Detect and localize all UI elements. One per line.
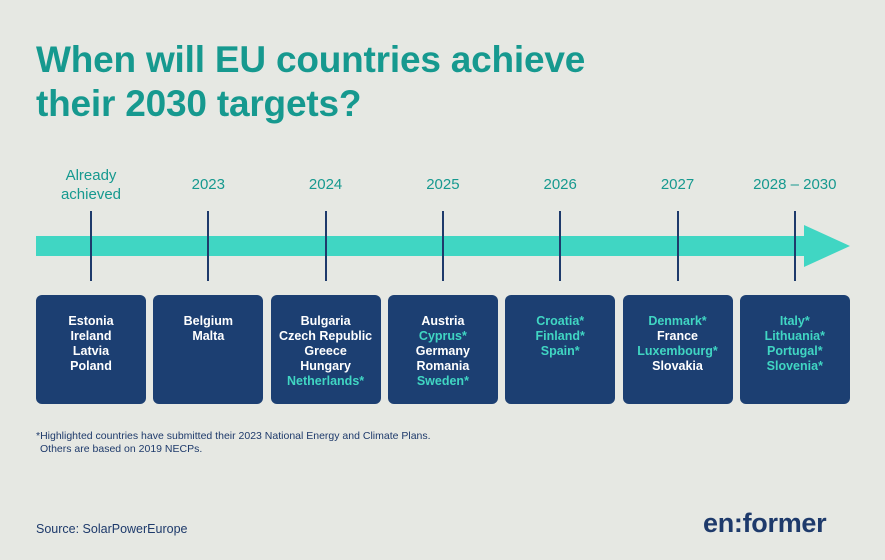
country-name: Denmark* (648, 314, 707, 328)
timeline-label-5: 2027 (660, 176, 695, 193)
timeline-label-0: Already achieved (36, 166, 146, 204)
enformer-logo: en:former (703, 508, 827, 538)
timeline-label-line: achieved (60, 186, 122, 203)
timeline-tick-6 (793, 211, 796, 281)
country-name: Netherlands* (287, 374, 365, 388)
timeline-label-3: 2025 (426, 176, 460, 193)
country-name: Lithuania* (764, 329, 825, 343)
country-name: Luxembourg* (637, 344, 718, 358)
country-name: Slovakia (652, 359, 703, 373)
country-box-1: Belgium Malta (153, 295, 264, 404)
country-name: Bulgaria (300, 314, 351, 328)
country-name: Germany (415, 344, 470, 358)
title-line-2: their 2030 targets? (36, 83, 362, 124)
title-line-1: When will EU countries achieve (36, 39, 586, 80)
country-name: Romania (416, 359, 470, 373)
country-name: France (657, 329, 698, 343)
timeline-tick-5 (676, 211, 679, 281)
country-name: Portugal* (767, 344, 823, 358)
country-name: Poland (70, 359, 112, 373)
source-note: Source: SolarPowerEurope (36, 522, 188, 536)
timeline-tick-1 (207, 211, 210, 281)
country-name: Croatia* (536, 314, 585, 328)
country-box-5: Denmark* France Luxembourg* Slovakia (622, 295, 733, 404)
country-box-4: Croatia* Finland* Spain* (505, 295, 616, 404)
timeline-label-line: Already (65, 167, 117, 184)
country-name: Ireland (70, 329, 112, 343)
country-name: Italy* (779, 314, 810, 328)
footnote-line-2: Others are based on 2019 NECPs. (40, 443, 203, 455)
country-name: Sweden* (416, 374, 469, 388)
footnote-line-1: *Highlighted countries have submitted th… (36, 430, 431, 442)
country-name: Cyprus* (418, 329, 467, 343)
country-name: Malta (192, 329, 225, 343)
timeline-tick-4 (559, 211, 562, 281)
country-name: Czech Republic (279, 329, 373, 343)
timeline-label-2: 2024 (308, 176, 343, 193)
country-name: Estonia (68, 314, 114, 328)
country-name: Belgium (183, 314, 233, 328)
timeline-arrow-bar (36, 236, 808, 256)
timeline-label-4: 2026 (543, 176, 577, 193)
page-title: When will EU countries achieve their 203… (36, 38, 816, 126)
timeline-tick-0 (90, 211, 92, 281)
country-box-6: Italy* Lithuania* Portugal* Slovenia* (739, 295, 850, 404)
country-name: Hungary (300, 359, 351, 373)
timeline-tick-2 (324, 211, 327, 281)
country-box-3: Austria Cyprus* Germany Romania Sweden* (387, 295, 498, 404)
country-name: Slovenia* (766, 359, 823, 373)
country-name: Spain* (540, 344, 580, 358)
timeline-tick-3 (441, 211, 444, 281)
country-name: Austria (421, 314, 465, 328)
country-box-2: Bulgaria Czech Republic Greece Hungary Nethe… (270, 295, 381, 404)
country-name: Latvia (72, 344, 110, 358)
timeline-label-1: 2023 (191, 176, 225, 193)
country-box-0: Estonia Ireland Latvia Poland (36, 295, 146, 404)
timeline-arrow-head (804, 225, 850, 267)
country-name: Greece (304, 344, 347, 358)
country-name: Finland* (535, 329, 585, 343)
footnote: *Highlighted countries have submitted th… (36, 430, 431, 456)
timeline-label-6: 2028 – 2030 (753, 176, 837, 193)
